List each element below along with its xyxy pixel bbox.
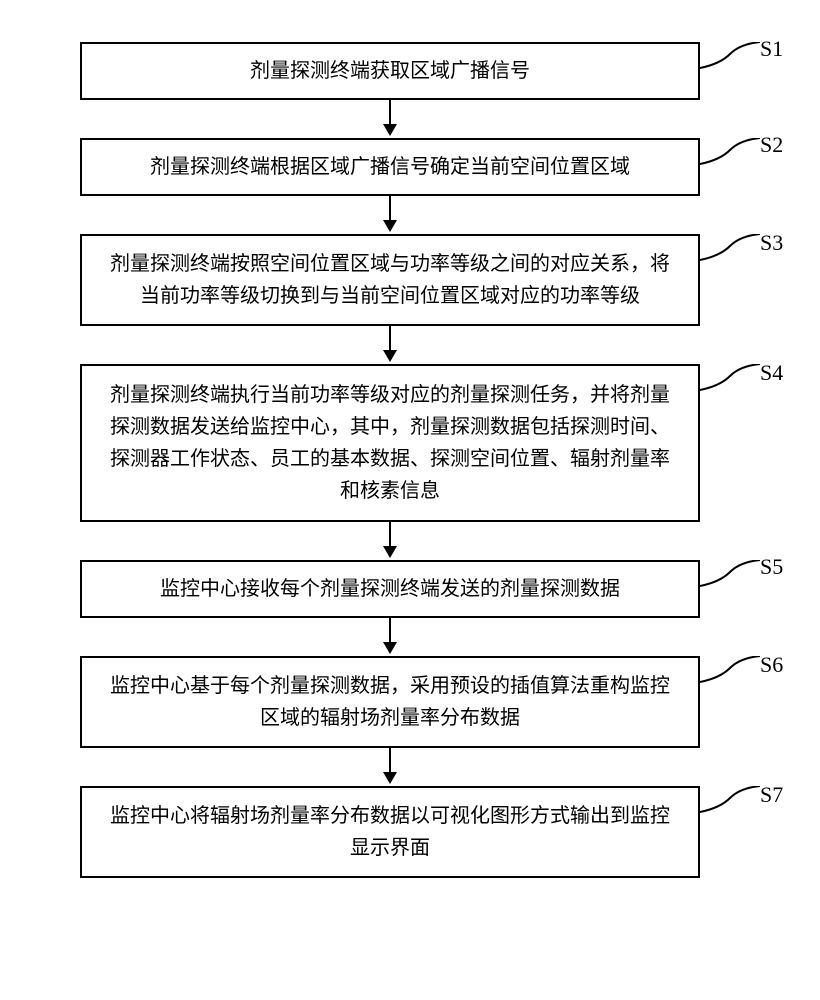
step-s1-box: 剂量探测终端获取区域广播信号	[80, 42, 700, 100]
step-s3-box: 剂量探测终端按照空间位置区域与功率等级之间的对应关系，将当前功率等级切换到与当前…	[80, 234, 700, 326]
step-s3-label: S3	[760, 230, 783, 256]
step-s4-box: 剂量探测终端执行当前功率等级对应的剂量探测任务，并将剂量探测数据发送给监控中心，…	[80, 364, 700, 522]
arrow-s2-s3	[389, 196, 391, 232]
step-s6-box: 监控中心基于每个剂量探测数据，采用预设的插值算法重构监控区域的辐射场剂量率分布数…	[80, 656, 700, 748]
step-s3-brace	[700, 234, 760, 264]
arrow-s5-s6	[389, 618, 391, 654]
step-s2-brace	[700, 138, 760, 168]
step-s6-label: S6	[760, 652, 783, 678]
step-s5-box: 监控中心接收每个剂量探测终端发送的剂量探测数据	[80, 560, 700, 618]
arrow-s4-s5	[389, 522, 391, 558]
step-s5-brace	[700, 560, 760, 590]
step-s7-text: 监控中心将辐射场剂量率分布数据以可视化图形方式输出到监控显示界面	[102, 800, 678, 864]
step-s2-label: S2	[760, 132, 783, 158]
arrow-s3-s4	[389, 326, 391, 362]
step-s7-label: S7	[760, 782, 783, 808]
step-s6-brace	[700, 656, 760, 686]
step-s3-text: 剂量探测终端按照空间位置区域与功率等级之间的对应关系，将当前功率等级切换到与当前…	[102, 248, 678, 312]
arrow-s1-s2	[389, 100, 391, 136]
step-s7-brace	[700, 786, 760, 816]
step-s1-brace	[700, 42, 760, 72]
flowchart-canvas: 剂量探测终端获取区域广播信号 S1 剂量探测终端根据区域广播信号确定当前空间位置…	[0, 0, 820, 1000]
step-s1-label: S1	[760, 36, 783, 62]
step-s7-box: 监控中心将辐射场剂量率分布数据以可视化图形方式输出到监控显示界面	[80, 786, 700, 878]
step-s5-label: S5	[760, 554, 783, 580]
step-s4-brace	[700, 364, 760, 394]
step-s1-text: 剂量探测终端获取区域广播信号	[250, 55, 530, 87]
step-s6-text: 监控中心基于每个剂量探测数据，采用预设的插值算法重构监控区域的辐射场剂量率分布数…	[102, 670, 678, 734]
step-s2-text: 剂量探测终端根据区域广播信号确定当前空间位置区域	[150, 151, 630, 183]
arrow-s6-s7	[389, 748, 391, 784]
step-s2-box: 剂量探测终端根据区域广播信号确定当前空间位置区域	[80, 138, 700, 196]
step-s4-label: S4	[760, 360, 783, 386]
step-s5-text: 监控中心接收每个剂量探测终端发送的剂量探测数据	[160, 573, 620, 605]
step-s4-text: 剂量探测终端执行当前功率等级对应的剂量探测任务，并将剂量探测数据发送给监控中心，…	[102, 379, 678, 507]
